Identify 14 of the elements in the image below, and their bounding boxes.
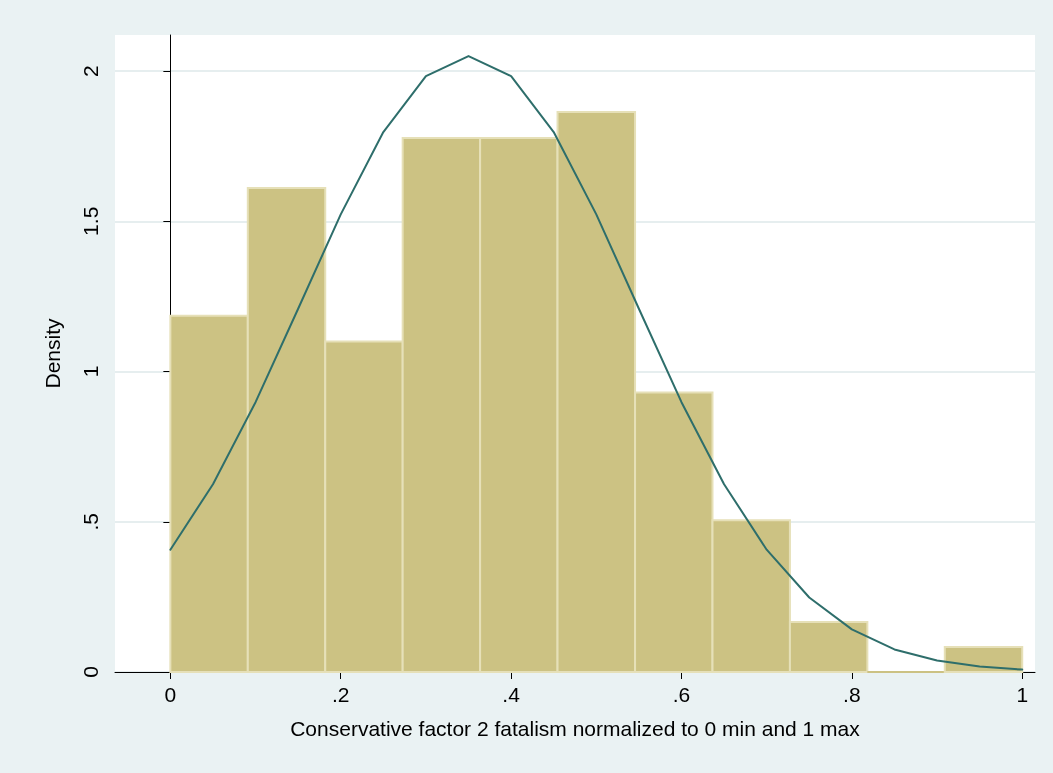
x-tick-label: .8 <box>843 683 861 706</box>
x-tick-label: 1 <box>1016 683 1029 706</box>
y-tick-label: .5 <box>79 513 102 531</box>
y-axis-title: Density <box>41 317 64 389</box>
y-tick-label: 1 <box>79 365 102 378</box>
x-tick-label: .2 <box>331 683 350 706</box>
x-tick-label: 0 <box>164 683 177 706</box>
y-tick-label: 2 <box>79 65 102 77</box>
y-tick-label: 0 <box>79 666 102 678</box>
line-series <box>169 55 1024 671</box>
x-tick-label: .4 <box>502 683 521 706</box>
x-axis-title: Conservative factor 2 fatalism normalized to 0 min and 1 max <box>290 717 861 740</box>
x-tick-label: .6 <box>672 683 691 706</box>
y-tick-label: 1.5 <box>79 206 102 236</box>
